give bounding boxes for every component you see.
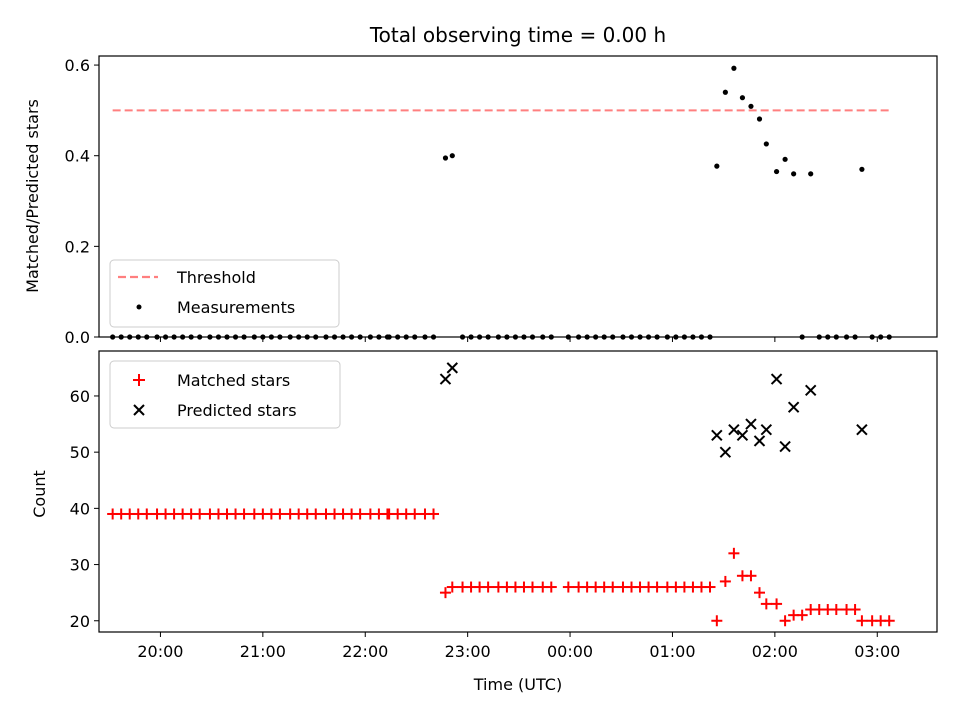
bottom-y-tick-label: 30: [70, 556, 90, 575]
bottom-axes: 20 30 40 50 60 20:00 21:00 22:00 23:00 00:00 01:00…: [70, 387, 901, 661]
measurement-point: [739, 95, 746, 101]
measurement-point: [808, 171, 814, 177]
predicted-star-point: [779, 440, 791, 453]
matched-star-point: [194, 508, 206, 520]
top-legend-box: [109, 259, 340, 328]
bottom-y-axis-label: Count: [30, 470, 49, 518]
x-tick-label: 01:00: [649, 642, 695, 661]
bottom-panel: 20 30 40 50 60 20:00 21:00 22:00 23:00 00:00 01:00…: [30, 350, 938, 694]
matched-star-point: [830, 604, 842, 616]
predicted-star-point: [736, 429, 749, 442]
matched-star-point: [719, 575, 731, 587]
legend-measurements-swatch: [136, 304, 142, 310]
predicted-star-point: [804, 384, 817, 397]
measurement-point: [714, 163, 720, 169]
matched-star-point: [651, 581, 663, 593]
x-tick-label: 02:00: [752, 642, 798, 661]
top-legend: Threshold Measurements: [109, 259, 340, 328]
matched-star-point: [428, 508, 440, 520]
matched-star-point: [704, 581, 716, 593]
top-y-axis-label: Matched/Predicted stars: [23, 99, 42, 293]
bottom-y-tick-label: 20: [70, 612, 90, 631]
predicted-star-point: [728, 423, 740, 436]
bottom-y-tick-label: 50: [70, 443, 90, 462]
top-panel: 0.0 0.2 0.4 0.6 Matched/Predicted stars Thr…: [23, 55, 938, 347]
legend-matched-label: Matched stars: [177, 371, 290, 390]
matched-star-point: [141, 508, 153, 520]
matched-star-point: [796, 609, 808, 621]
measurement-point: [782, 156, 788, 162]
matched-star-point: [760, 598, 772, 610]
matched-star-point: [771, 598, 783, 610]
bottom-legend: Matched stars Predicted stars: [109, 360, 341, 429]
measurement-point: [756, 116, 763, 122]
top-axes: 0.0 0.2 0.4 0.6: [65, 56, 878, 347]
x-tick-label: 21:00: [240, 642, 286, 661]
matched-star-point: [607, 581, 619, 593]
legend-measurements-label: Measurements: [177, 298, 295, 317]
matched-star-point: [849, 604, 861, 616]
predicted-star-point: [787, 401, 800, 413]
predicted-star-point: [719, 446, 732, 458]
x-tick-label: 22:00: [342, 642, 388, 661]
measurement-point: [791, 171, 797, 177]
matched-star-point: [274, 508, 286, 520]
matched-star-point: [545, 581, 557, 593]
predicted-star-point: [711, 429, 723, 442]
matched-star-point: [779, 615, 791, 627]
legend-predicted-label: Predicted stars: [177, 401, 297, 420]
top-y-tick-label: 0.6: [65, 56, 90, 75]
predicted-star-point: [446, 362, 458, 374]
x-tick-label: 00:00: [547, 642, 593, 661]
matched-star-point: [527, 581, 539, 593]
bottom-y-tick-label: 40: [70, 499, 90, 518]
bottom-plot-marks: [107, 362, 895, 627]
matched-star-point: [409, 508, 421, 520]
matched-star-point: [354, 508, 366, 520]
chart-title: Total observing time = 0.00 h: [369, 23, 666, 47]
measurement-point: [773, 168, 780, 175]
bottom-y-tick-label: 60: [70, 387, 90, 406]
x-axis-label: Time (UTC): [473, 675, 562, 694]
matched-star-point: [856, 615, 868, 627]
predicted-star-point: [856, 423, 868, 436]
matched-star-point: [745, 570, 757, 582]
predicted-star-point: [753, 435, 766, 447]
bottom-legend-box: [109, 360, 341, 429]
predicted-star-point: [770, 373, 783, 385]
matched-star-point: [238, 508, 250, 520]
matched-star-point: [482, 581, 494, 593]
predicted-star-point: [760, 423, 773, 436]
matched-star-point: [728, 547, 740, 559]
matched-star-point: [446, 581, 458, 593]
matched-star-point: [310, 508, 322, 520]
predicted-star-point: [745, 418, 757, 430]
measurement-point: [449, 153, 455, 159]
measurement-point: [722, 89, 728, 95]
x-tick-label: 20:00: [137, 642, 183, 661]
bottom-axes-frame: [98, 350, 938, 633]
legend-predicted-swatch: [133, 404, 145, 416]
matched-star-point: [883, 615, 895, 627]
measurement-point: [763, 141, 769, 147]
x-tick-label: 03:00: [854, 642, 900, 661]
measurement-point: [442, 155, 449, 161]
matched-star-point: [562, 581, 574, 593]
measurement-point: [731, 65, 737, 71]
legend-threshold-label: Threshold: [176, 268, 256, 287]
top-plot-marks: [110, 65, 892, 340]
matched-star-point: [439, 587, 451, 599]
top-y-tick-label: 0.0: [65, 328, 90, 347]
x-tick-label: 23:00: [445, 642, 491, 661]
measurement-point: [859, 166, 865, 172]
matched-star-point: [754, 587, 766, 599]
top-y-tick-label: 0.2: [65, 237, 90, 256]
matched-star-point: [711, 615, 723, 627]
measurement-point: [748, 103, 754, 109]
top-axes-frame: [98, 55, 938, 338]
top-y-tick-label: 0.4: [65, 147, 90, 166]
legend-matched-swatch: [133, 374, 145, 386]
predicted-star-point: [439, 373, 452, 385]
